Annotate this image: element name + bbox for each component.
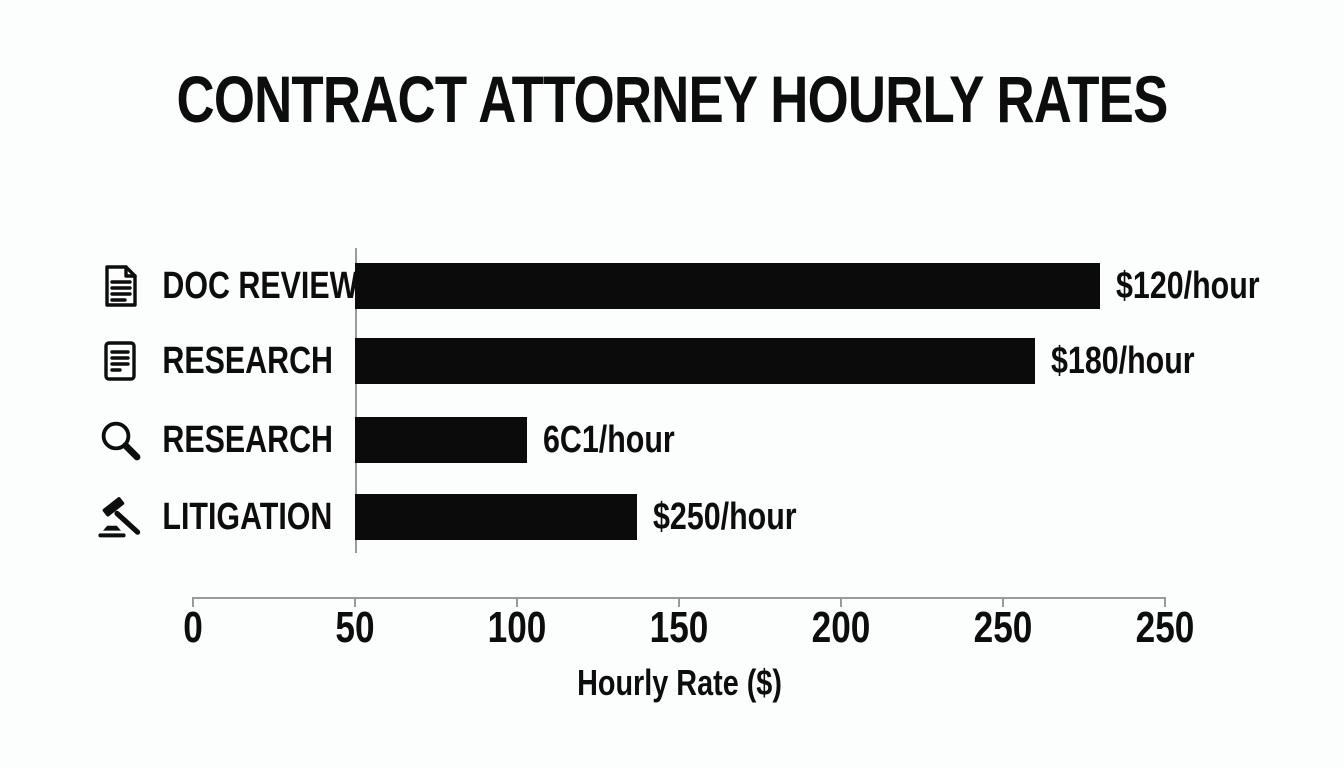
chart-row: RESEARCH 6C1/hour [0,417,1344,463]
chart-title: CONTRACT ATTORNEY HOURLY RATES [176,62,1168,136]
magnifier-icon [96,416,144,464]
x-tick-mark [192,597,194,607]
value-label: $180/hour [1051,340,1195,382]
value-label: $120/hour [1116,265,1260,307]
y-axis-line [355,248,357,553]
x-tick-label: 100 [487,603,547,652]
x-tick-mark [516,597,518,607]
bar-research-1 [355,338,1035,384]
x-tick-mark [1164,597,1166,607]
bar-litigation [355,494,637,540]
x-tick-label: 150 [649,603,709,652]
x-tick-label: 200 [811,603,871,652]
lined-document-icon [96,337,144,385]
category-label: RESEARCH [162,340,333,382]
x-tick-label: 50 [335,603,375,652]
x-tick-mark [1002,597,1004,607]
bar-research-2 [355,417,527,463]
x-tick-mark [840,597,842,607]
x-tick-label: 250 [973,603,1033,652]
gavel-icon [96,493,144,541]
x-axis-title: Hourly Rate ($) [577,662,782,703]
chart-row: LITIGATION $250/hour [0,494,1344,540]
x-tick-mark [678,597,680,607]
x-tick-mark [354,597,356,607]
category-label: RESEARCH [162,419,333,461]
document-icon [96,262,144,310]
value-label: $250/hour [653,496,797,538]
category-label: DOC REVIEW [162,265,359,307]
value-label: 6C1/hour [543,419,675,461]
chart-row: RESEARCH $180/hour [0,338,1344,384]
x-tick-label: 250 [1135,603,1195,652]
category-label: LITIGATION [162,496,333,538]
chart-row: DOC REVIEW $120/hour [0,263,1344,309]
bar-doc-review [355,263,1100,309]
x-tick-label: 0 [183,603,203,652]
